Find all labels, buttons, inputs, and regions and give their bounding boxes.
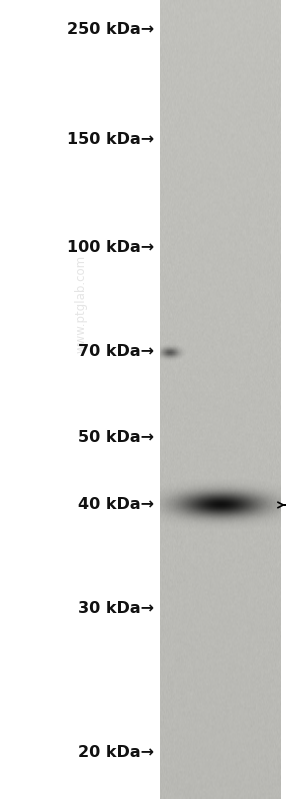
Text: 100 kDa→: 100 kDa→ bbox=[67, 240, 154, 255]
Text: 30 kDa→: 30 kDa→ bbox=[78, 602, 154, 616]
Text: 250 kDa→: 250 kDa→ bbox=[67, 22, 154, 37]
Text: 50 kDa→: 50 kDa→ bbox=[78, 430, 154, 444]
Text: www.ptglab.com: www.ptglab.com bbox=[74, 255, 87, 352]
Text: 20 kDa→: 20 kDa→ bbox=[78, 745, 154, 760]
Text: 150 kDa→: 150 kDa→ bbox=[67, 133, 154, 147]
Text: 70 kDa→: 70 kDa→ bbox=[78, 344, 154, 359]
Text: 40 kDa→: 40 kDa→ bbox=[78, 498, 154, 512]
